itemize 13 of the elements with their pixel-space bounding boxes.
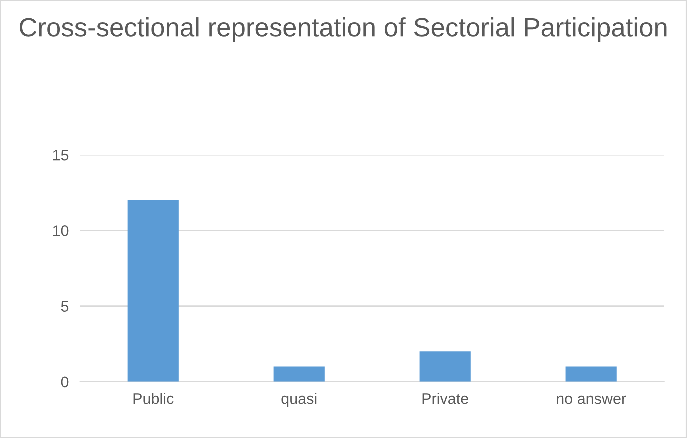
chart-title: Cross-sectional representation of Sectorial Participation bbox=[20, 18, 667, 42]
y-tick-label: 15 bbox=[53, 150, 69, 161]
bar bbox=[566, 366, 617, 382]
y-tick-label: 5 bbox=[61, 301, 69, 312]
x-tick-label: Public bbox=[134, 393, 174, 404]
bar bbox=[420, 352, 471, 382]
y-tick-label: 0 bbox=[61, 376, 69, 388]
bar bbox=[128, 200, 179, 382]
x-tick-label: quasi bbox=[282, 393, 317, 408]
y-tick-label: 10 bbox=[53, 226, 69, 236]
x-tick-label: Private bbox=[422, 393, 468, 404]
bar bbox=[274, 366, 325, 382]
x-tick-label: no answer bbox=[557, 396, 626, 404]
